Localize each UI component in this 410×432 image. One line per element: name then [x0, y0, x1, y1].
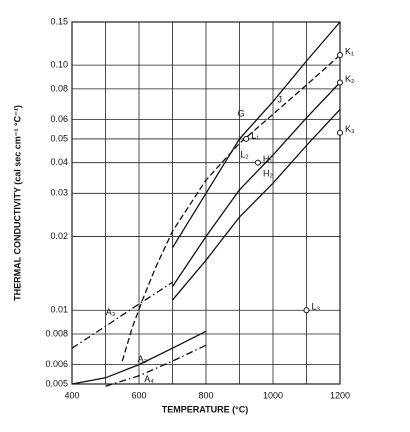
x-tick-label: 1200 [330, 390, 350, 400]
data-point [243, 135, 250, 142]
curve [121, 54, 341, 362]
x-tick-label: 1000 [263, 390, 283, 400]
y-tick-label: 0.10 [50, 60, 68, 70]
point-label: L₁ [251, 130, 259, 140]
annotation: A₂ [138, 354, 148, 364]
y-tick-label: 0.008 [45, 328, 68, 338]
annotation: H₂ [263, 168, 273, 178]
curve [71, 330, 207, 385]
annotation: A₄ [144, 374, 154, 384]
y-axis-label: THERMAL CONDUCTIVITY (cal sec cm⁻¹ °C⁻¹) [12, 105, 22, 301]
x-tick-label: 800 [198, 390, 213, 400]
curve [172, 108, 341, 301]
annotation: G [238, 109, 245, 119]
data-point [254, 159, 261, 166]
annotation: A₃ [106, 307, 116, 317]
x-tick-label: 400 [64, 390, 79, 400]
y-tick-label: 0.005 [45, 378, 68, 388]
y-tick-label: 0.08 [50, 83, 68, 93]
y-tick-label: 0.03 [50, 188, 68, 198]
data-point [337, 79, 343, 86]
curve [171, 21, 341, 249]
curve [171, 82, 341, 287]
y-tick-label: 0.06 [50, 114, 68, 124]
annotation: J [277, 94, 282, 104]
y-tick-label: 0.04 [50, 157, 68, 167]
y-tick-label: 0.01 [50, 305, 68, 315]
point-label: K₂ [345, 74, 355, 84]
y-tick-label: 0.006 [45, 359, 68, 369]
y-tick-label: 0.05 [50, 133, 68, 143]
data-point [337, 129, 343, 136]
y-tick-label: 0.02 [50, 231, 68, 241]
point-label: L₃ [312, 302, 321, 312]
point-label: H₁ [263, 154, 273, 164]
x-axis-label: TEMPERATURE (°C) [162, 404, 248, 414]
curve [105, 344, 207, 387]
curve [71, 281, 173, 349]
point-label: K₃ [345, 124, 355, 134]
data-point [337, 52, 343, 59]
annotation: L₂ [240, 149, 249, 159]
data-point [303, 307, 310, 314]
point-label: K₁ [345, 46, 354, 56]
y-tick-label: 0.15 [50, 16, 68, 26]
x-tick-label: 600 [131, 390, 146, 400]
